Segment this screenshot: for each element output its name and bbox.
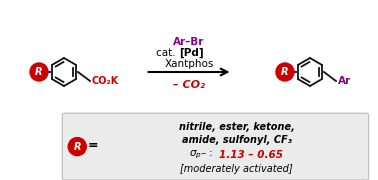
Text: Xantphos: Xantphos [164,59,214,69]
FancyBboxPatch shape [62,113,369,180]
Text: [moderately activated]: [moderately activated] [180,164,293,174]
Text: $\sigma_{p}$– :: $\sigma_{p}$– : [189,148,215,161]
Text: CO₂K: CO₂K [92,76,119,86]
Text: 1.13 – 0.65: 1.13 – 0.65 [218,150,283,160]
Text: Ar–Br: Ar–Br [173,37,205,47]
Text: cat.: cat. [156,48,179,58]
Text: Ar: Ar [338,76,351,86]
Text: R: R [35,67,43,77]
Text: =: = [88,139,99,152]
Text: nitrile, ester, ketone,: nitrile, ester, ketone, [179,122,294,132]
Text: [Pd]: [Pd] [179,48,204,58]
Text: R: R [73,142,81,152]
Text: R: R [281,67,289,77]
Circle shape [276,63,294,81]
Text: amide, sulfonyl, CF₃: amide, sulfonyl, CF₃ [182,135,291,145]
Circle shape [68,138,86,156]
Circle shape [30,63,48,81]
Text: – CO₂: – CO₂ [173,80,205,90]
